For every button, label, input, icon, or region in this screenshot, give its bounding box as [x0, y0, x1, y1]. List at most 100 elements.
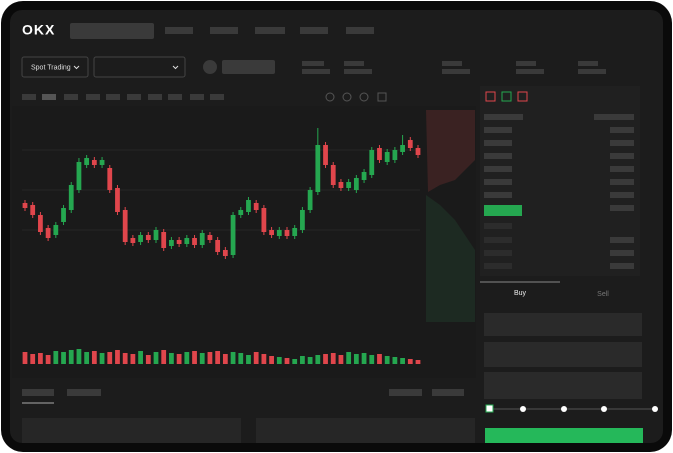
volume-bar	[338, 355, 344, 364]
volume-bar	[30, 354, 36, 364]
nav[interactable]	[300, 27, 328, 34]
coin-icon	[203, 60, 217, 74]
buy-tab[interactable]: Buy	[514, 290, 527, 297]
candle-body	[222, 250, 228, 256]
volume-bar	[76, 349, 82, 364]
chart-panel	[12, 106, 476, 378]
slider-stops[interactable]	[520, 406, 658, 412]
nav[interactable]	[210, 27, 238, 34]
volume-bar	[38, 353, 43, 364]
input[interactable]	[484, 313, 642, 336]
candle-body	[138, 235, 143, 242]
volume-bar	[153, 352, 159, 364]
candle-body	[61, 208, 66, 222]
volume-bar	[122, 353, 128, 364]
input[interactable]	[484, 342, 642, 367]
volume-bar	[284, 358, 290, 364]
volume-bar	[207, 352, 213, 364]
candle-body	[323, 145, 328, 165]
bottom-tab[interactable]	[389, 389, 422, 396]
candle-body	[153, 230, 159, 240]
candle-body	[215, 240, 221, 252]
candle-body	[130, 238, 136, 243]
nav[interactable]	[255, 27, 285, 34]
candle-body	[91, 160, 97, 165]
volume-bar	[300, 356, 305, 364]
volume-bar	[315, 355, 321, 364]
candle-body	[30, 205, 36, 215]
volume-bar	[392, 357, 398, 364]
volume-bar	[353, 354, 359, 364]
buy-button[interactable]	[485, 428, 643, 443]
candle-body	[276, 230, 282, 236]
volume-bar	[222, 354, 228, 364]
order-book-rows	[484, 91, 634, 269]
sell-tab[interactable]: Sell	[597, 291, 609, 298]
bottom-tab[interactable]	[432, 389, 464, 396]
candle-body	[269, 230, 274, 235]
volume-bar	[238, 353, 244, 364]
volume-bar	[261, 354, 267, 364]
candle-body	[377, 148, 382, 160]
logo: OKX	[22, 22, 55, 38]
nav[interactable]	[346, 27, 374, 34]
volume-bar	[138, 351, 143, 364]
candle-body	[68, 185, 74, 210]
volume-bar	[161, 350, 167, 364]
volume-bar	[107, 352, 113, 364]
volume-bar	[377, 354, 382, 364]
bottom-tab[interactable]	[22, 389, 54, 396]
candle-body	[169, 240, 174, 246]
market-select-label: Spot Trading	[31, 64, 71, 71]
candle-body	[407, 140, 413, 148]
candle-body	[176, 240, 182, 244]
input[interactable]	[484, 372, 642, 399]
candle-body	[246, 200, 251, 212]
candle-body	[22, 203, 28, 208]
candles	[22, 128, 421, 364]
volume-bar	[184, 352, 190, 364]
candle-body	[145, 235, 151, 240]
chart-toolbar[interactable]	[22, 92, 387, 102]
candle-body	[115, 188, 120, 212]
volume-bar	[415, 360, 421, 364]
volume-bar	[346, 352, 352, 364]
market-select[interactable]	[21, 56, 89, 78]
volume-bar	[276, 357, 282, 364]
volume-bar	[253, 352, 259, 364]
depth-bids	[426, 195, 475, 322]
candle-body	[292, 228, 298, 236]
candle-body	[45, 228, 51, 238]
candle-body	[284, 230, 290, 236]
candle-body	[330, 165, 336, 185]
price	[222, 60, 275, 74]
volume-bar	[199, 353, 205, 364]
volume-bar	[68, 350, 74, 364]
volume-bar	[115, 350, 120, 364]
candle-body	[253, 203, 259, 210]
candle-body	[76, 162, 82, 190]
candle-body	[53, 225, 59, 235]
nav[interactable]	[165, 27, 193, 34]
volume-bar	[361, 353, 367, 364]
candle-body	[338, 182, 344, 188]
volume-bar	[384, 356, 390, 364]
volume-bar	[169, 353, 174, 364]
volume-bar	[307, 357, 313, 364]
candle-body	[392, 150, 398, 160]
candle-body	[307, 190, 313, 210]
volume-bar	[407, 359, 413, 364]
stats	[302, 61, 606, 74]
volume-bar	[176, 354, 182, 364]
candle-body	[161, 232, 167, 248]
pair-select[interactable]	[93, 56, 186, 78]
volume-bar	[215, 351, 221, 364]
chevron	[172, 65, 179, 70]
search[interactable]	[70, 23, 154, 39]
bottom-tab[interactable]	[67, 389, 101, 396]
volume-bar	[130, 354, 136, 364]
candle-body	[184, 238, 190, 244]
volume-bar	[61, 352, 66, 364]
slider-handle[interactable]	[485, 404, 494, 413]
